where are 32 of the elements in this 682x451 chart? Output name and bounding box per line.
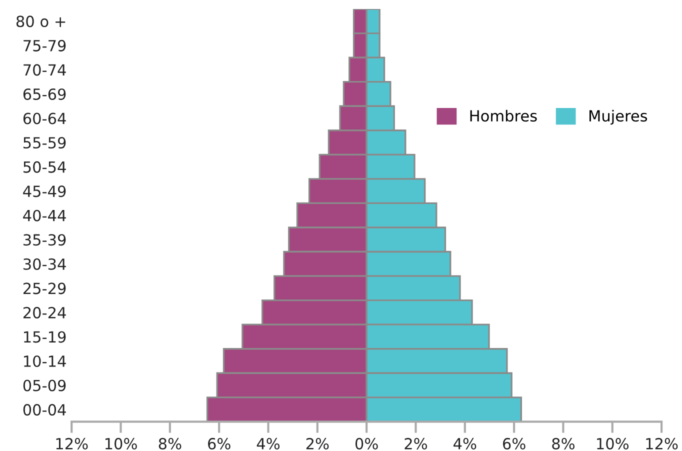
y-tick-label: 65-69 xyxy=(23,88,66,100)
x-tick-label: 6% xyxy=(503,438,526,450)
x-tick-label: 10% xyxy=(105,438,137,450)
x-tick-label: 6% xyxy=(208,438,230,450)
x-tick-label: 10% xyxy=(597,438,629,450)
legend-label: Mujeres xyxy=(589,110,648,125)
y-tick-label: 70-74 xyxy=(24,64,66,76)
y-tick-label: 35-39 xyxy=(24,234,66,246)
y-tick-label: 40-44 xyxy=(23,210,66,222)
x-tick-label: 12% xyxy=(646,438,678,450)
y-tick-label: 05-09 xyxy=(23,380,66,392)
y-tick-label: 55-59 xyxy=(24,136,66,149)
y-tick-label: 30-34 xyxy=(24,258,66,270)
y-tick-label: 50-54 xyxy=(24,161,66,173)
x-tick-label: 4% xyxy=(256,438,280,450)
x-tick-label: 8% xyxy=(158,438,182,450)
y-tick-label: 00-04 xyxy=(23,404,66,416)
x-tick-label: 12% xyxy=(56,438,88,450)
x-tick-label: 8% xyxy=(552,438,574,450)
y-tick-label: 10-14 xyxy=(24,355,66,368)
y-tick-label: 60-64 xyxy=(23,112,66,124)
x-tick-label: 4% xyxy=(454,438,476,450)
x-tick-label: 2% xyxy=(404,438,428,450)
y-tick-label: 80 o + xyxy=(16,16,66,28)
x-tick-label: 2% xyxy=(306,438,329,450)
x-tick-label: 0% xyxy=(355,438,378,450)
y-tick-label: 15-19 xyxy=(24,331,66,343)
y-tick-label: 20-24 xyxy=(23,306,66,318)
y-tick-label: 25-29 xyxy=(23,282,66,294)
y-tick-label: 75-79 xyxy=(24,40,66,52)
y-tick-label: 45-49 xyxy=(23,186,66,198)
legend-label: Hombres xyxy=(470,110,537,122)
